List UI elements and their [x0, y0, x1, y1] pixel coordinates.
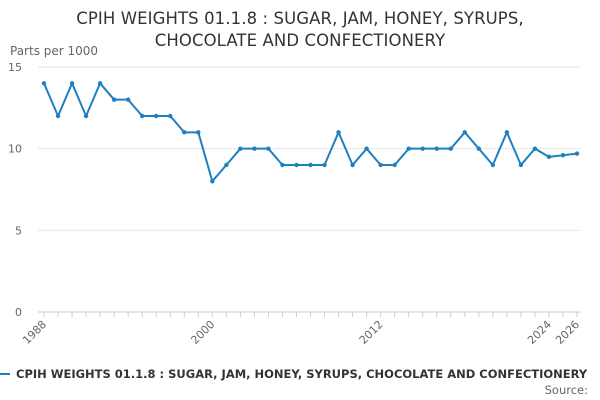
y-tick-label-5: 5 [15, 224, 22, 237]
data-point-2001 [224, 162, 229, 168]
data-point-2015 [420, 146, 425, 151]
data-point-1992 [97, 81, 103, 86]
data-point-1991 [83, 113, 89, 119]
x-tick-label-2024: 2024 [525, 318, 554, 347]
y-tick-label-10: 10 [8, 143, 22, 156]
data-point-1998 [182, 130, 187, 135]
data-point-2012 [378, 162, 383, 168]
data-point-2006 [294, 162, 299, 168]
data-point-2023 [532, 146, 538, 151]
data-point-2017 [448, 146, 453, 151]
data-point-1994 [125, 97, 131, 102]
data-point-2005 [280, 162, 285, 168]
data-point-2018 [462, 130, 467, 135]
data-point-1989 [55, 113, 61, 119]
x-tick-label-1988: 1988 [20, 318, 49, 347]
data-point-2000 [210, 179, 215, 184]
legend-swatch-icon [0, 373, 10, 375]
data-point-1993 [111, 97, 117, 102]
data-point-1995 [139, 113, 145, 119]
data-point-2020 [490, 162, 496, 168]
legend-label: CPIH WEIGHTS 01.1.8 : SUGAR, JAM, HONEY,… [16, 367, 588, 381]
data-point-2010 [350, 162, 355, 168]
data-point-2007 [308, 162, 313, 168]
data-point-2011 [364, 146, 369, 151]
data-point-2008 [322, 162, 327, 168]
y-axis-label: Parts per 1000 [10, 44, 99, 58]
source-label: Source: [544, 383, 588, 397]
data-point-1996 [154, 113, 159, 119]
chart-title-line-1: CPIH WEIGHTS 01.1.8 : SUGAR, JAM, HONEY,… [76, 9, 524, 28]
data-point-2026 [574, 151, 580, 156]
chart-title: CPIH WEIGHTS 01.1.8 : SUGAR, JAM, HONEY,… [0, 8, 600, 52]
chart-title-line-2: CHOCOLATE AND CONFECTIONERY [154, 31, 446, 50]
data-point-1988 [41, 81, 47, 86]
legend[interactable]: CPIH WEIGHTS 01.1.8 : SUGAR, JAM, HONEY,… [0, 366, 587, 382]
y-tick-label-15: 15 [8, 61, 22, 74]
x-tick-label-2000: 2000 [188, 318, 217, 347]
data-point-2019 [476, 146, 482, 151]
data-point-2016 [434, 146, 439, 151]
data-point-2025 [560, 153, 566, 158]
x-tick-label-2012: 2012 [357, 318, 386, 347]
data-point-2021 [504, 130, 510, 135]
data-point-2022 [518, 162, 524, 168]
data-point-2003 [252, 146, 257, 151]
x-tick-label-2026: 2026 [553, 318, 582, 347]
y-tick-label-0: 0 [15, 306, 22, 319]
data-point-2014 [406, 146, 411, 151]
data-point-2013 [392, 162, 397, 168]
data-point-2009 [336, 130, 341, 135]
data-point-1999 [196, 130, 201, 135]
data-point-2002 [238, 146, 243, 151]
data-point-2004 [266, 146, 271, 151]
data-point-1990 [69, 81, 75, 86]
data-point-2024 [546, 154, 552, 160]
data-point-1997 [168, 113, 173, 119]
